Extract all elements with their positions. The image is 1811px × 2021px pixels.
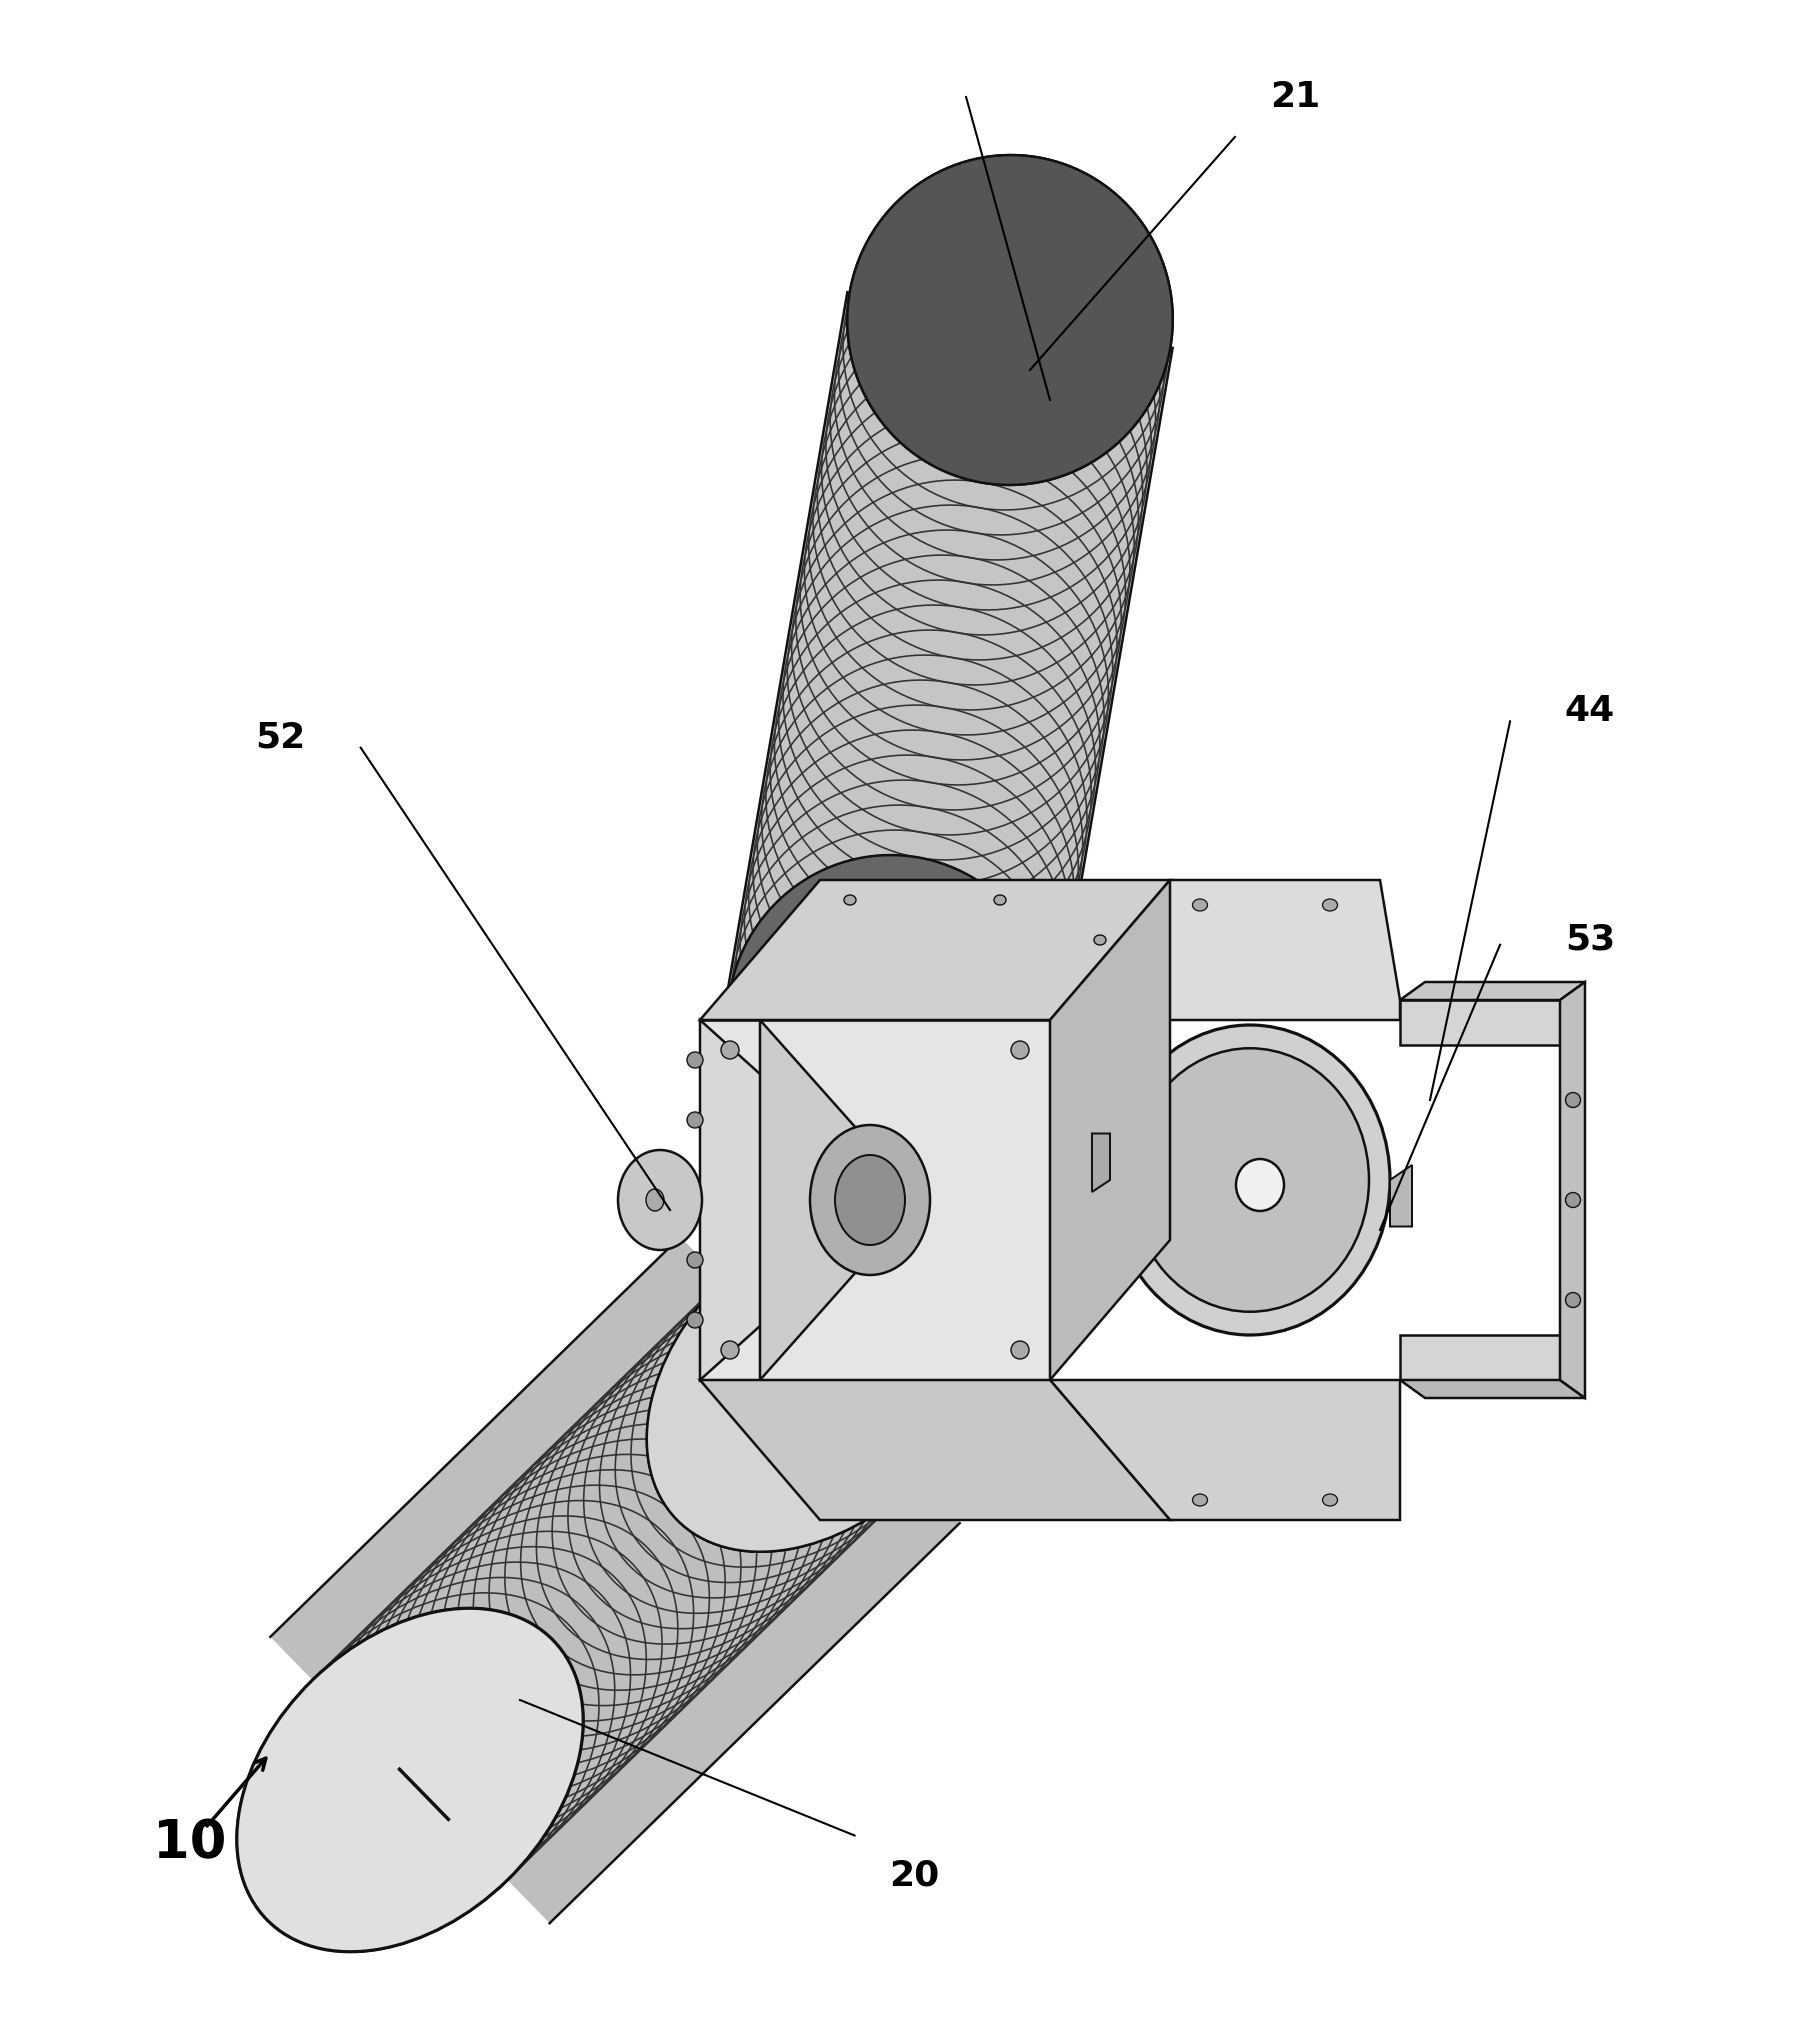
Polygon shape [701, 1380, 1170, 1520]
Ellipse shape [728, 855, 1052, 1184]
Ellipse shape [647, 1209, 992, 1552]
Ellipse shape [1192, 899, 1208, 911]
Text: 21: 21 [1270, 81, 1320, 113]
Polygon shape [728, 293, 1174, 1047]
Ellipse shape [721, 1041, 739, 1059]
Text: 10: 10 [154, 1817, 226, 1869]
Text: 52: 52 [255, 721, 306, 754]
Ellipse shape [686, 1251, 703, 1267]
Polygon shape [1050, 879, 1400, 1021]
Ellipse shape [686, 1312, 703, 1328]
Ellipse shape [810, 1126, 931, 1275]
Ellipse shape [848, 156, 1174, 485]
Polygon shape [1400, 982, 1585, 1000]
Ellipse shape [848, 156, 1174, 485]
Ellipse shape [721, 1342, 739, 1358]
Ellipse shape [237, 1609, 583, 1952]
Ellipse shape [1110, 1025, 1391, 1336]
Polygon shape [1391, 1164, 1413, 1227]
Ellipse shape [237, 1609, 583, 1952]
Text: 53: 53 [1565, 924, 1615, 956]
Polygon shape [1400, 1000, 1559, 1045]
Polygon shape [1559, 982, 1585, 1399]
Ellipse shape [1235, 1158, 1284, 1211]
Polygon shape [701, 1021, 900, 1380]
Polygon shape [1400, 1336, 1559, 1380]
Polygon shape [1050, 1380, 1400, 1520]
Polygon shape [761, 1021, 920, 1380]
Polygon shape [701, 879, 1170, 1021]
Ellipse shape [1322, 1494, 1338, 1506]
Ellipse shape [1011, 1041, 1029, 1059]
Polygon shape [1092, 1134, 1110, 1192]
Ellipse shape [994, 895, 1005, 905]
Ellipse shape [1565, 1192, 1581, 1207]
Ellipse shape [835, 1154, 906, 1245]
Ellipse shape [1565, 1293, 1581, 1308]
Ellipse shape [647, 1188, 665, 1211]
Ellipse shape [686, 1053, 703, 1067]
Ellipse shape [647, 1209, 992, 1552]
Ellipse shape [844, 895, 857, 905]
Polygon shape [1050, 879, 1170, 1380]
Text: 20: 20 [889, 1859, 940, 1892]
Polygon shape [701, 1021, 1050, 1380]
Ellipse shape [1322, 899, 1338, 911]
Polygon shape [270, 1237, 960, 1924]
Ellipse shape [686, 1112, 703, 1128]
Text: 44: 44 [1565, 695, 1615, 728]
Ellipse shape [1192, 1494, 1208, 1506]
Ellipse shape [1565, 1093, 1581, 1108]
Polygon shape [1400, 1380, 1585, 1399]
Ellipse shape [618, 1150, 703, 1251]
Ellipse shape [1132, 1049, 1369, 1312]
Ellipse shape [1011, 1342, 1029, 1358]
Ellipse shape [1094, 936, 1107, 946]
